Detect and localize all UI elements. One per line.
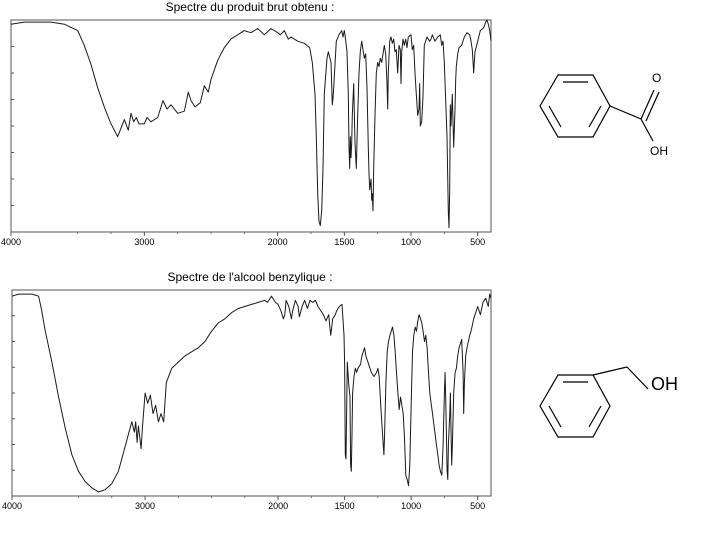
hydroxyl-label-bottom: OH — [651, 374, 678, 394]
plot-frame — [10, 19, 492, 233]
x-tick-label: 2000 — [268, 501, 288, 511]
ring-to-ch2-bond — [592, 366, 628, 376]
x-tick-label: 1000 — [401, 501, 421, 511]
ring-to-carbonyl-bond — [609, 105, 642, 120]
top-spectrum-title: Spectre du produit brut obtenu : — [165, 0, 335, 14]
benzyl-alcohol-structure: OH — [539, 366, 678, 438]
spectrum-line — [10, 19, 492, 229]
x-tick-label: 1000 — [401, 237, 421, 247]
spectrum-line — [11, 293, 492, 493]
x-tick-label: 2000 — [268, 237, 288, 247]
top-spectrum-chart: 4000 3000 2000 1500 1000 500 — [1, 19, 492, 247]
carbonyl-double-bond — [640, 89, 655, 120]
benzoic-acid-structure: O OH — [539, 71, 668, 158]
x-tick-label: 3000 — [135, 501, 155, 511]
bottom-spectrum-chart: 4000 3000 2000 1500 1000 500 — [2, 289, 492, 511]
hydroxyl-label-top: OH — [650, 144, 668, 158]
c-oh-bond — [640, 118, 654, 142]
ch2-to-oh-bond — [626, 366, 649, 390]
x-tick-label: 4000 — [1, 237, 21, 247]
x-tick-label: 500 — [470, 237, 485, 247]
x-tick-label: 1500 — [334, 237, 354, 247]
bottom-spectrum-title: Spectre de l'alcool benzylique : — [167, 270, 333, 284]
x-tick-label: 4000 — [2, 501, 22, 511]
x-tick-label: 3000 — [134, 237, 154, 247]
x-tick-label: 500 — [470, 501, 485, 511]
benzene-ring — [539, 74, 611, 138]
x-tick-label: 1500 — [335, 501, 355, 511]
carbonyl-oxygen-label: O — [652, 71, 661, 85]
benzene-ring — [539, 374, 611, 438]
plot-frame — [11, 289, 492, 497]
